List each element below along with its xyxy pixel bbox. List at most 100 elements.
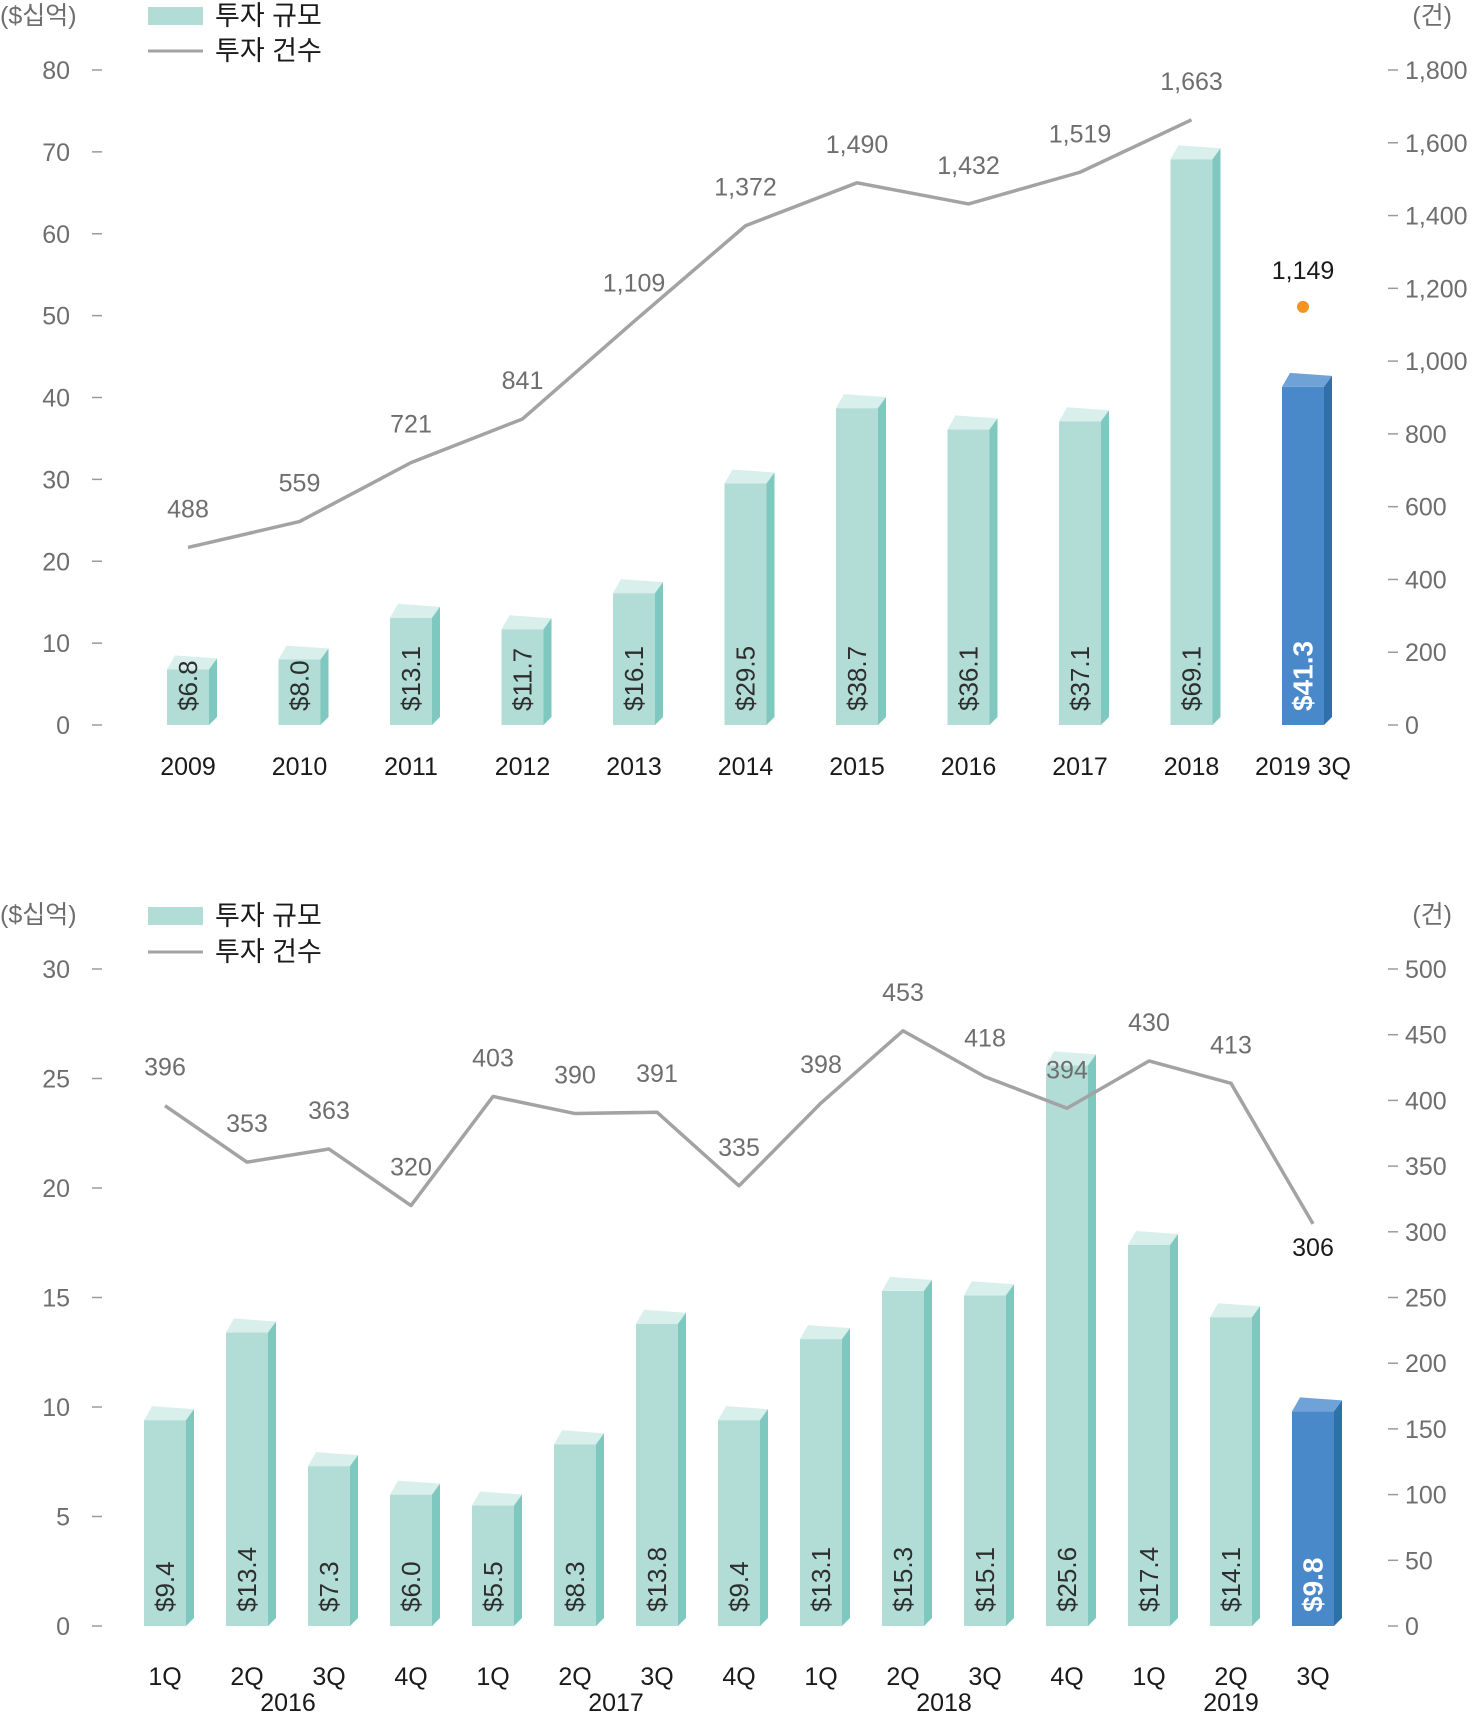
bar-side-face — [186, 1409, 194, 1626]
bar-value-label: $7.3 — [314, 1561, 344, 1612]
right-axis-tick-label: 1,600 — [1405, 130, 1468, 158]
bar-top-face — [1170, 145, 1221, 160]
deal-count-label: 1,663 — [1160, 68, 1223, 96]
bar-side-face — [989, 418, 998, 725]
bar-front — [167, 669, 209, 725]
left-axis-tick-label: 20 — [42, 1175, 70, 1203]
bar-front — [836, 408, 878, 725]
bar-side-face — [268, 1321, 276, 1626]
category-label: 4Q — [722, 1663, 755, 1691]
right-axis-tick-label: 50 — [1405, 1547, 1433, 1575]
bar — [390, 1480, 440, 1626]
right-axis-tick-label: 150 — [1405, 1416, 1447, 1444]
deal-count-line — [187, 118, 1193, 550]
bar-front — [718, 1420, 760, 1626]
bar-top-face — [1128, 1230, 1178, 1245]
deal-count-label: 1,432 — [937, 152, 1000, 180]
bar-front — [947, 429, 990, 725]
bar-top-face — [554, 1430, 604, 1445]
bar-top-face — [1292, 1397, 1342, 1412]
category-label: 2018 — [1164, 753, 1220, 781]
bar-top-face — [882, 1276, 932, 1291]
bar-top-face — [836, 394, 886, 409]
year-label: 2019 — [1203, 1689, 1259, 1717]
category-label: 2014 — [718, 753, 774, 781]
bar-value-label: $41.3 — [1288, 641, 1319, 711]
category-label: 2Q — [230, 1663, 263, 1691]
bar-side-face — [1088, 1054, 1096, 1626]
bar-value-label: $69.1 — [1177, 646, 1207, 711]
category-label: 1Q — [148, 1663, 181, 1691]
bar-top-face — [144, 1406, 194, 1421]
bar-value-label: $9.8 — [1298, 1558, 1329, 1613]
bar — [1128, 1230, 1178, 1626]
bar-top-face — [718, 1406, 768, 1421]
left-axis-unit: ($십억) — [0, 901, 77, 929]
deal-count-label: 396 — [144, 1054, 186, 1082]
bar-side-face — [678, 1312, 686, 1626]
deal-count-label: 1,490 — [826, 131, 889, 159]
bar-top-face — [800, 1325, 850, 1340]
bar-front — [1046, 1065, 1088, 1626]
deal-count-label: 418 — [964, 1025, 1006, 1053]
bar-value-label: $13.1 — [806, 1547, 836, 1612]
left-axis-tick-label: 60 — [42, 221, 70, 249]
bar — [1046, 1051, 1096, 1626]
deal-count-label: 1,372 — [714, 174, 777, 202]
bar-value-label: $5.5 — [478, 1561, 508, 1612]
left-axis-tick-label: 70 — [42, 139, 70, 167]
bar-top-face — [1059, 407, 1109, 422]
deal-count-label: 403 — [472, 1044, 514, 1072]
deal-count-label: 320 — [390, 1154, 432, 1182]
right-axis-unit: (건) — [1412, 901, 1452, 929]
legend-bar-swatch — [148, 7, 203, 25]
category-label: 2010 — [272, 753, 328, 781]
bar-side-face — [924, 1279, 932, 1626]
deal-count-label: 488 — [167, 495, 209, 523]
bar — [964, 1281, 1014, 1626]
bar-side-face — [1334, 1400, 1342, 1626]
legend-line-label: 투자 건수 — [215, 36, 322, 66]
right-axis-tick-label: 500 — [1405, 956, 1447, 984]
bar — [1210, 1303, 1260, 1626]
bar-top-face — [390, 603, 440, 618]
left-axis-tick-label: 30 — [42, 956, 70, 984]
bar — [1282, 372, 1332, 725]
bar — [144, 1406, 194, 1626]
category-label: 2013 — [606, 753, 662, 781]
deal-count-label: 453 — [882, 979, 924, 1007]
bar-front — [278, 659, 321, 725]
left-axis-tick-label: 0 — [56, 712, 70, 740]
bar-front — [226, 1332, 268, 1626]
bar-value-label: $8.3 — [560, 1561, 590, 1612]
category-label: 1Q — [476, 1663, 509, 1691]
left-axis-tick-label: 30 — [42, 466, 70, 494]
right-axis-tick-label: 1,200 — [1405, 275, 1468, 303]
bar-value-label: $15.1 — [970, 1547, 1000, 1612]
category-label: 4Q — [1050, 1663, 1083, 1691]
left-axis-tick-label: 5 — [56, 1504, 70, 1532]
bar-front — [1292, 1411, 1334, 1626]
category-label: 3Q — [968, 1663, 1001, 1691]
bar-top-face — [167, 655, 217, 670]
bar-value-label: $6.0 — [396, 1561, 426, 1612]
bar-top-face — [501, 615, 552, 630]
bar — [947, 415, 998, 725]
bar-front — [613, 593, 655, 725]
deal-count-label: 413 — [1210, 1031, 1252, 1059]
bar — [800, 1325, 850, 1626]
bar-top-face — [636, 1309, 686, 1324]
right-axis-tick-label: 100 — [1405, 1482, 1447, 1510]
bar — [278, 645, 329, 725]
bar-front — [390, 617, 432, 725]
category-label: 3Q — [312, 1663, 345, 1691]
legend-line-label: 투자 건수 — [215, 937, 322, 967]
category-label: 2009 — [160, 753, 216, 781]
bar-front — [554, 1444, 596, 1626]
bar-side-face — [514, 1494, 522, 1626]
bar-front — [1128, 1244, 1170, 1626]
right-axis-tick-label: 400 — [1405, 566, 1447, 594]
category-label: 3Q — [1296, 1663, 1329, 1691]
